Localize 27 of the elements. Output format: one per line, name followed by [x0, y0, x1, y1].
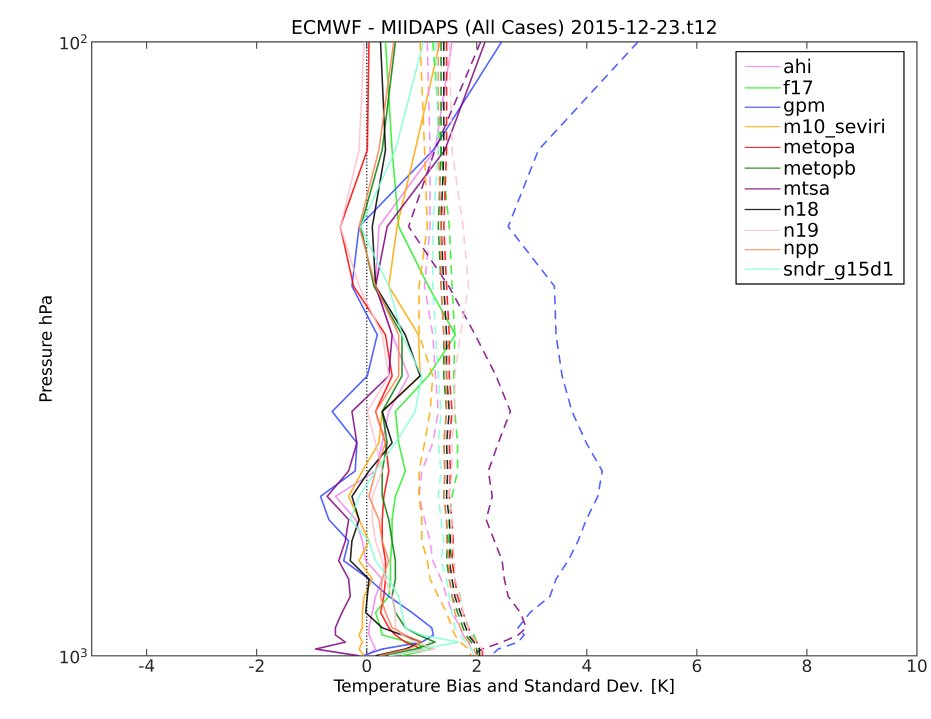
- legend-label: m10_seviri: [784, 118, 884, 138]
- x-tick-label: 10: [908, 660, 927, 672]
- line-series: [360, 42, 436, 656]
- line-series: [349, 42, 460, 656]
- x-tick-label: 0: [362, 660, 372, 672]
- x-axis-title: Temperature Bias and Standard Dev. [K]: [334, 679, 674, 696]
- legend-label: metopa: [784, 140, 854, 158]
- legend-label: gpm: [784, 101, 824, 116]
- legend-label: mtsa: [784, 182, 829, 196]
- x-tick-label: 2: [472, 660, 480, 672]
- x-tick-label: 4: [582, 660, 592, 672]
- y-axis-title: Pressure hPa: [38, 296, 52, 402]
- chart-title: ECMWF - MIIDAPS (All Cases) 2015-12-23.t12: [292, 20, 716, 37]
- x-tick-label: -4: [139, 660, 154, 672]
- y-tick-label: 10$^{3}$: [60, 648, 87, 664]
- y-tick-label: 10$^{2}$: [60, 34, 87, 50]
- legend-label: sndr_g15d1: [784, 261, 892, 280]
- legend-label: n19: [784, 222, 818, 238]
- legend-label: metopb: [784, 160, 855, 179]
- x-tick-label: 8: [802, 660, 812, 672]
- legend-label: f17: [784, 80, 812, 94]
- legend-label: n18: [784, 202, 818, 216]
- line-series: [448, 42, 486, 656]
- x-tick-label: 6: [692, 660, 702, 672]
- x-tick-label: -2: [249, 660, 264, 672]
- legend-label: npp: [784, 244, 818, 258]
- legend-label: ahi: [784, 58, 810, 74]
